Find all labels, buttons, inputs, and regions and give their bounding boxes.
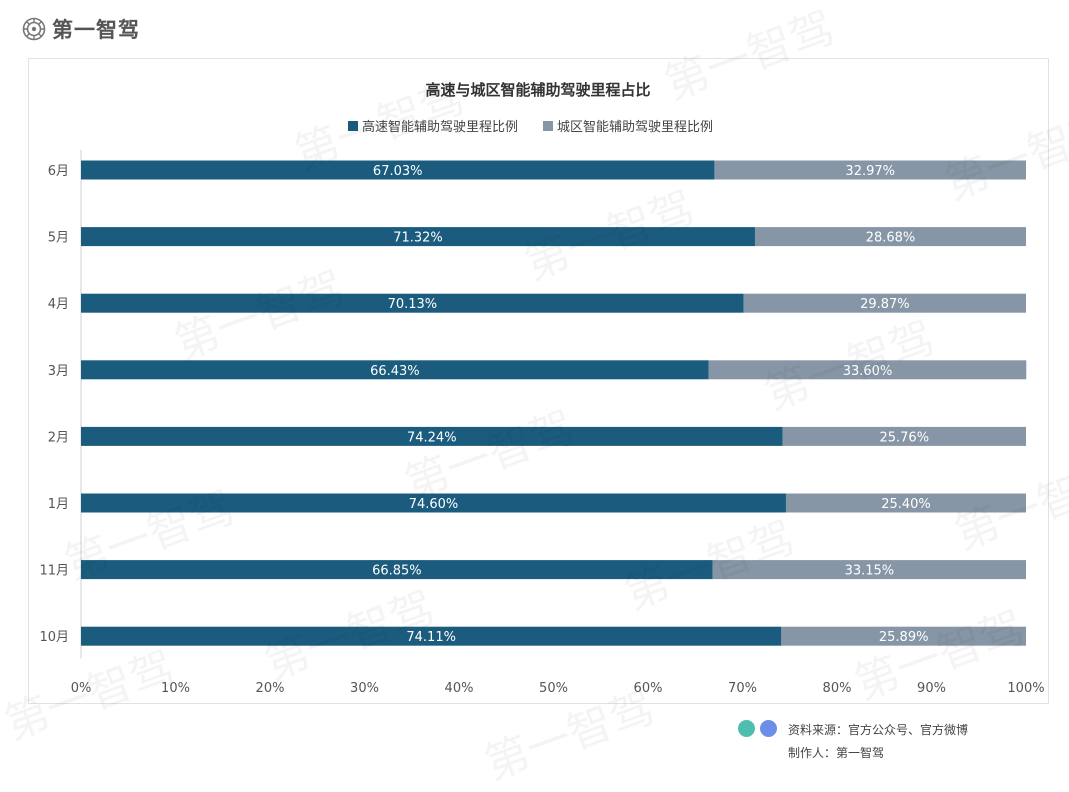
data-label: 66.85% <box>372 564 422 579</box>
x-tick-label: 30% <box>350 681 379 696</box>
y-tick-label: 5月 <box>48 231 69 246</box>
y-tick-label: 6月 <box>48 164 69 179</box>
bar-segment-highway <box>81 160 715 180</box>
chart-card: 高速与城区智能辅助驾驶里程占比高速智能辅助驾驶里程比例 城区智能辅助驾驶里程比例 0… <box>28 58 1049 704</box>
bar-segment-urban <box>754 227 1026 247</box>
x-tick-label: 70% <box>728 681 757 696</box>
bar-segment-highway <box>81 360 709 380</box>
x-tick-label: 90% <box>917 681 946 696</box>
data-label: 28.68% <box>866 231 916 246</box>
data-label: 33.15% <box>845 564 895 579</box>
bar-segment-urban <box>712 560 1026 580</box>
legend-label-2: 城区智能辅助驾驶里程比例 <box>557 120 713 135</box>
y-tick-label: 10月 <box>39 630 69 645</box>
gear-logo-icon <box>22 17 46 41</box>
bar-segment-highway <box>81 493 786 513</box>
bar-segment-highway <box>81 560 713 580</box>
footer: 资料来源：官方公众号、官方微博 制作人：第一智驾 <box>738 716 1058 766</box>
bar-segment-highway <box>81 293 744 313</box>
bar-segment-highway <box>81 227 755 247</box>
x-tick-label: 40% <box>445 681 474 696</box>
data-label: 66.43% <box>370 364 420 379</box>
data-label: 25.76% <box>879 430 929 445</box>
x-tick-label: 20% <box>256 681 285 696</box>
y-tick-label: 11月 <box>39 564 69 579</box>
data-label: 74.60% <box>409 497 459 512</box>
data-label: 67.03% <box>373 164 423 179</box>
legend-swatch-1 <box>348 121 358 131</box>
y-tick-label: 1月 <box>48 497 69 512</box>
legend-label-1: 高速智能辅助驾驶里程比例 <box>362 119 518 135</box>
x-tick-label: 50% <box>539 681 568 696</box>
x-tick-label: 10% <box>161 681 190 696</box>
brand-name: 第一智驾 <box>52 18 140 42</box>
x-tick-label: 60% <box>634 681 663 696</box>
bar-segment-highway <box>81 426 783 446</box>
bar-segment-urban <box>714 160 1026 180</box>
data-label: 33.60% <box>843 364 893 379</box>
brand-logo: 第一智驾 <box>22 14 140 44</box>
x-tick-label: 100% <box>1007 681 1044 696</box>
legend-swatch-2 <box>543 121 553 131</box>
data-label: 74.24% <box>407 430 457 445</box>
bar-segment-urban <box>708 360 1027 380</box>
y-tick-label: 4月 <box>48 297 69 312</box>
data-label: 25.40% <box>881 497 931 512</box>
bar-segment-urban <box>781 626 1026 646</box>
teal-dot-icon <box>738 720 755 737</box>
bar-segment-urban <box>785 493 1026 513</box>
bar-segment-highway <box>81 626 782 646</box>
maker-text: 制作人：第一智驾 <box>788 746 885 760</box>
x-tick-label: 0% <box>71 681 92 696</box>
data-label: 32.97% <box>845 164 895 179</box>
data-label: 25.89% <box>879 630 929 645</box>
data-label: 29.87% <box>860 297 910 312</box>
y-tick-label: 3月 <box>48 364 69 379</box>
bar-segment-urban <box>743 293 1026 313</box>
chart-title: 高速与城区智能辅助驾驶里程占比 <box>425 81 650 99</box>
source-text: 资料来源：官方公众号、官方微博 <box>788 723 969 737</box>
data-label: 74.11% <box>406 630 456 645</box>
data-label: 70.13% <box>388 297 438 312</box>
x-tick-label: 80% <box>823 681 852 696</box>
y-tick-label: 2月 <box>48 430 69 445</box>
blue-dot-icon <box>760 720 777 737</box>
data-label: 71.32% <box>393 231 443 246</box>
bar-segment-urban <box>782 426 1026 446</box>
